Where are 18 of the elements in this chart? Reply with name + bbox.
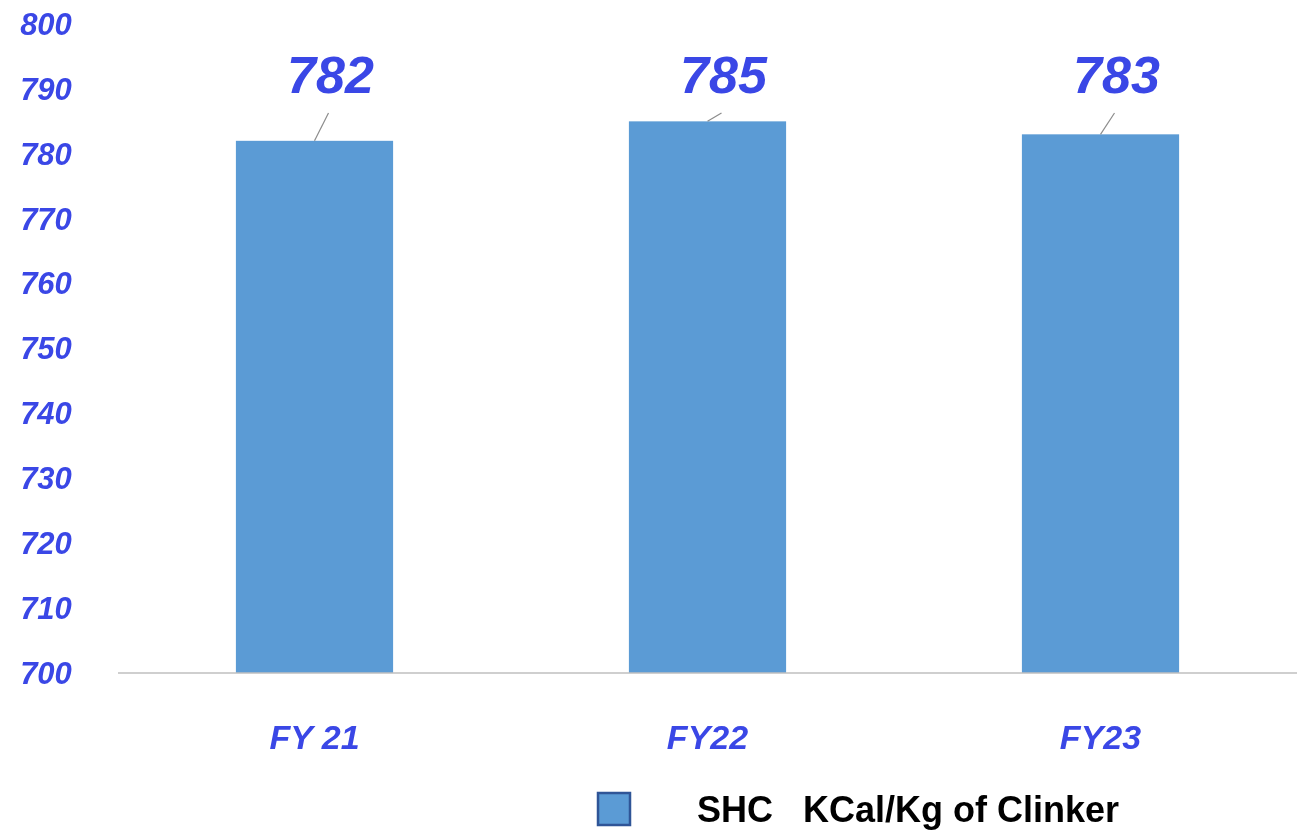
data-label: 783	[1073, 46, 1160, 105]
legend-label: SHC KCal/Kg of Clinker	[697, 788, 1120, 830]
y-tick-label: 710	[20, 590, 72, 626]
y-tick-label: 790	[20, 71, 72, 107]
data-label: 782	[287, 46, 374, 105]
x-tick-label: FY 21	[269, 717, 360, 756]
y-tick-label: 700	[20, 655, 72, 691]
y-tick-label: 770	[20, 201, 72, 237]
y-tick-label: 760	[20, 266, 72, 302]
y-tick-label: 800	[20, 6, 72, 42]
y-tick-label: 730	[20, 461, 72, 497]
y-tick-label: 740	[20, 396, 72, 432]
y-tick-label: 750	[20, 331, 72, 367]
x-tick-label: FY23	[1059, 717, 1142, 756]
data-label: 785	[680, 46, 768, 105]
y-tick-label: 780	[20, 136, 72, 172]
y-tick-label: 720	[20, 526, 72, 562]
x-tick-label: FY22	[666, 717, 749, 756]
